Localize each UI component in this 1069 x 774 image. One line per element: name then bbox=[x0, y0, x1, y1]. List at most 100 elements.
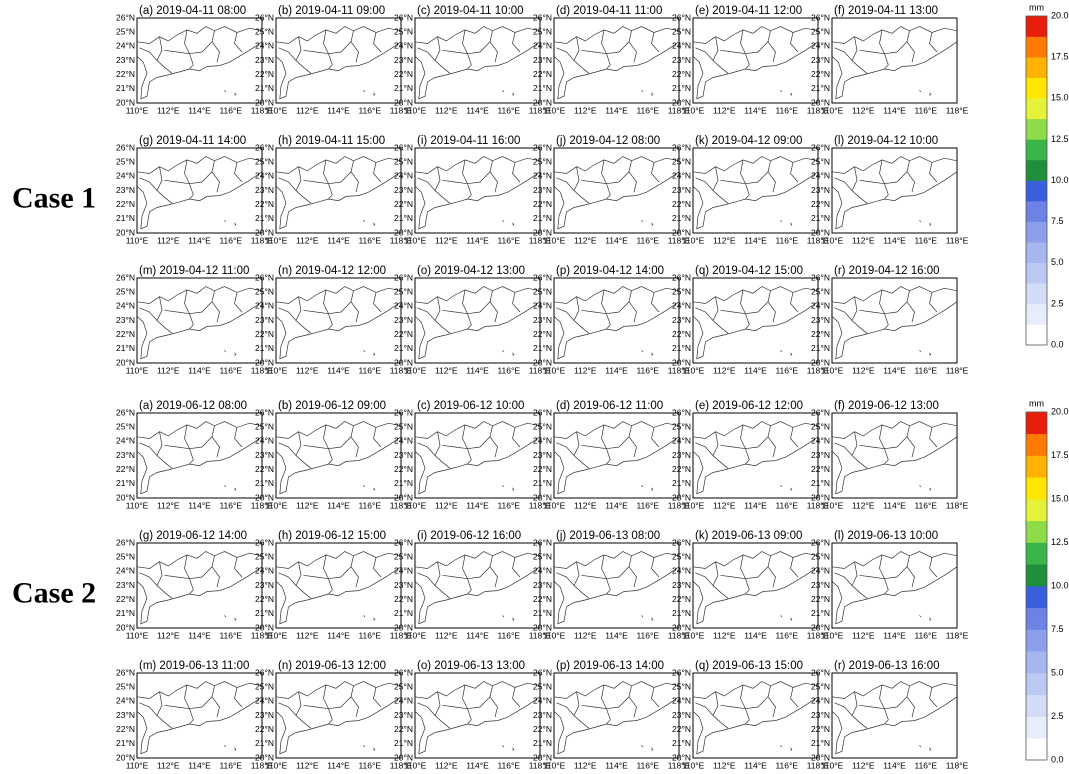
map-panel: (r) 2019-06-13 16:0020°N21°N22°N23°N24°N… bbox=[811, 660, 969, 770]
lat-tick-label: 24°N bbox=[672, 171, 691, 181]
lat-tick-label: 23°N bbox=[811, 710, 830, 720]
colorbar-segment bbox=[1026, 98, 1047, 119]
panel-title: (q) 2019-06-13 15:00 bbox=[695, 660, 803, 672]
lat-tick-label: 23°N bbox=[255, 315, 274, 325]
lon-tick-label: 116°E bbox=[497, 235, 520, 245]
lat-tick-label: 25°N bbox=[394, 156, 413, 166]
lat-tick-label: 21°N bbox=[255, 83, 274, 93]
lon-tick-label: 114°E bbox=[605, 365, 628, 375]
colorbar-tick-label: 17.5 bbox=[1051, 52, 1069, 62]
lat-tick-label: 22°N bbox=[394, 724, 413, 734]
colorbar-segment bbox=[1026, 78, 1047, 99]
lat-tick-label: 24°N bbox=[811, 436, 830, 446]
colorbar-segment bbox=[1026, 521, 1047, 543]
lat-tick-label: 26°N bbox=[394, 142, 413, 152]
panel-title: (m) 2019-06-13 11:00 bbox=[139, 660, 249, 672]
lon-tick-label: 114°E bbox=[605, 105, 628, 115]
lat-tick-label: 21°N bbox=[116, 213, 135, 223]
lat-tick-label: 22°N bbox=[116, 724, 135, 734]
lat-tick-label: 21°N bbox=[394, 608, 413, 618]
lat-tick-label: 22°N bbox=[394, 329, 413, 339]
panel-title: (p) 2019-06-13 14:00 bbox=[556, 660, 664, 672]
lon-tick-label: 112°E bbox=[852, 365, 875, 375]
lon-tick-label: 112°E bbox=[713, 365, 736, 375]
panel-title: (l) 2019-04-12 10:00 bbox=[834, 135, 938, 147]
lat-tick-label: 25°N bbox=[533, 26, 552, 36]
lat-tick-label: 24°N bbox=[533, 171, 552, 181]
colorbar-tick-label: 20.0 bbox=[1051, 10, 1069, 20]
panel-title: (c) 2019-06-12 10:00 bbox=[417, 400, 524, 412]
colorbar-segment bbox=[1026, 499, 1047, 521]
lon-tick-label: 112°E bbox=[574, 500, 597, 510]
lon-tick-label: 114°E bbox=[466, 105, 489, 115]
lat-tick-label: 24°N bbox=[811, 171, 830, 181]
lon-tick-label: 118°E bbox=[946, 630, 969, 640]
lat-tick-label: 25°N bbox=[255, 26, 274, 36]
map-frame bbox=[693, 18, 818, 103]
lat-tick-label: 23°N bbox=[116, 315, 135, 325]
lat-tick-label: 21°N bbox=[811, 83, 830, 93]
lon-tick-label: 114°E bbox=[744, 105, 767, 115]
lat-tick-label: 23°N bbox=[394, 710, 413, 720]
lon-tick-label: 110°E bbox=[682, 500, 705, 510]
map-frame bbox=[415, 673, 540, 758]
lon-tick-label: 110°E bbox=[126, 105, 149, 115]
colorbar-segment bbox=[1026, 586, 1047, 608]
map-panel: (o) 2019-04-12 13:0020°N21°N22°N23°N24°N… bbox=[394, 265, 552, 375]
map-frame bbox=[693, 413, 818, 498]
lat-tick-label: 23°N bbox=[116, 185, 135, 195]
lat-tick-label: 26°N bbox=[116, 272, 135, 282]
lon-tick-label: 112°E bbox=[157, 630, 180, 640]
lon-tick-label: 112°E bbox=[713, 630, 736, 640]
lat-tick-label: 22°N bbox=[672, 199, 691, 209]
lat-tick-label: 22°N bbox=[116, 594, 135, 604]
lat-tick-label: 25°N bbox=[811, 156, 830, 166]
lat-tick-label: 24°N bbox=[116, 41, 135, 51]
map-frame bbox=[832, 278, 957, 363]
lat-tick-label: 25°N bbox=[533, 156, 552, 166]
lat-tick-label: 23°N bbox=[811, 580, 830, 590]
lat-tick-label: 22°N bbox=[533, 724, 552, 734]
lat-tick-label: 25°N bbox=[811, 681, 830, 691]
lat-tick-label: 26°N bbox=[255, 537, 274, 547]
lat-tick-label: 23°N bbox=[672, 580, 691, 590]
lon-tick-label: 112°E bbox=[574, 105, 597, 115]
lat-tick-label: 26°N bbox=[255, 12, 274, 22]
map-panel: (k) 2019-06-13 09:0020°N21°N22°N23°N24°N… bbox=[672, 530, 830, 640]
lon-tick-label: 116°E bbox=[914, 105, 937, 115]
lat-tick-label: 26°N bbox=[394, 12, 413, 22]
lat-tick-label: 25°N bbox=[533, 286, 552, 296]
colorbar-tick-label: 12.5 bbox=[1051, 134, 1069, 144]
lat-tick-label: 23°N bbox=[394, 580, 413, 590]
lat-tick-label: 25°N bbox=[672, 421, 691, 431]
lat-tick-label: 22°N bbox=[533, 69, 552, 79]
lon-tick-label: 112°E bbox=[574, 235, 597, 245]
map-panel: (a) 2019-04-11 08:0020°N21°N22°N23°N24°N… bbox=[116, 5, 274, 115]
lat-tick-label: 24°N bbox=[533, 696, 552, 706]
lat-tick-label: 25°N bbox=[672, 286, 691, 296]
colorbar-segment bbox=[1026, 304, 1047, 325]
lat-tick-label: 23°N bbox=[255, 450, 274, 460]
lat-tick-label: 24°N bbox=[255, 41, 274, 51]
lon-tick-label: 116°E bbox=[775, 365, 798, 375]
colorbar-segment bbox=[1026, 263, 1047, 284]
lon-tick-label: 114°E bbox=[466, 500, 489, 510]
lat-tick-label: 22°N bbox=[811, 199, 830, 209]
figure: Case 1(a) 2019-04-11 08:0020°N21°N22°N23… bbox=[0, 0, 1069, 774]
lon-tick-label: 112°E bbox=[157, 365, 180, 375]
map-frame bbox=[693, 673, 818, 758]
lon-tick-label: 114°E bbox=[883, 760, 906, 770]
lon-tick-label: 114°E bbox=[188, 630, 211, 640]
lon-tick-label: 114°E bbox=[883, 500, 906, 510]
lat-tick-label: 24°N bbox=[811, 301, 830, 311]
lat-tick-label: 23°N bbox=[533, 710, 552, 720]
panel-title: (g) 2019-06-12 14:00 bbox=[139, 530, 247, 542]
lon-tick-label: 116°E bbox=[219, 630, 242, 640]
lon-tick-label: 114°E bbox=[466, 630, 489, 640]
colorbar-segment bbox=[1026, 139, 1047, 160]
colorbar-segment bbox=[1026, 477, 1047, 499]
lon-tick-label: 110°E bbox=[404, 760, 427, 770]
map-panel: (l) 2019-06-13 10:0020°N21°N22°N23°N24°N… bbox=[811, 530, 969, 640]
lat-tick-label: 26°N bbox=[116, 407, 135, 417]
lon-tick-label: 116°E bbox=[914, 365, 937, 375]
